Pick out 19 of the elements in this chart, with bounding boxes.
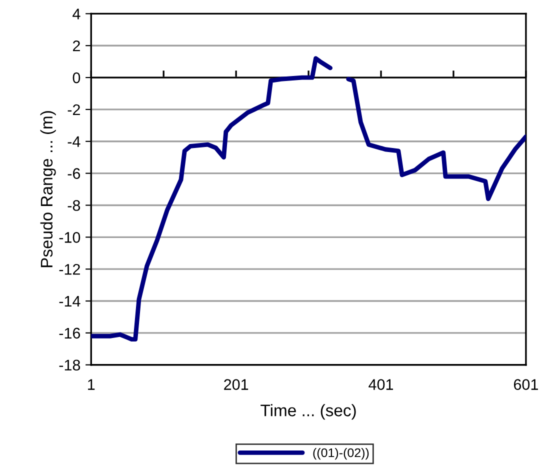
x-tick-label: 601 xyxy=(514,379,538,390)
y-tick-label: -4 xyxy=(68,136,80,147)
y-tick-label: 2 xyxy=(72,40,80,52)
y-tick-label: -12 xyxy=(59,264,80,275)
y-tick-label: -18 xyxy=(59,360,80,371)
x-tick-label: 1 xyxy=(88,379,95,390)
y-tick-label: -14 xyxy=(59,296,80,307)
text: ((01)-(02)) xyxy=(313,448,369,460)
y-tick-label: -6 xyxy=(68,168,80,179)
y-tick-label: -8 xyxy=(68,200,80,211)
x-axis-title: Time ... (sec) xyxy=(260,404,356,420)
x-tick-label: 201 xyxy=(224,379,248,390)
y-axis-title: Pseudo Range ... (m) xyxy=(40,111,56,268)
y-tick-label: 4 xyxy=(72,8,80,20)
y-tick-label: -16 xyxy=(59,328,80,339)
x-tick-label: 401 xyxy=(368,379,394,390)
y-tick-label: -10 xyxy=(59,232,80,243)
y-tick-label: 0 xyxy=(72,72,80,84)
y-tick-label: -2 xyxy=(68,104,80,115)
